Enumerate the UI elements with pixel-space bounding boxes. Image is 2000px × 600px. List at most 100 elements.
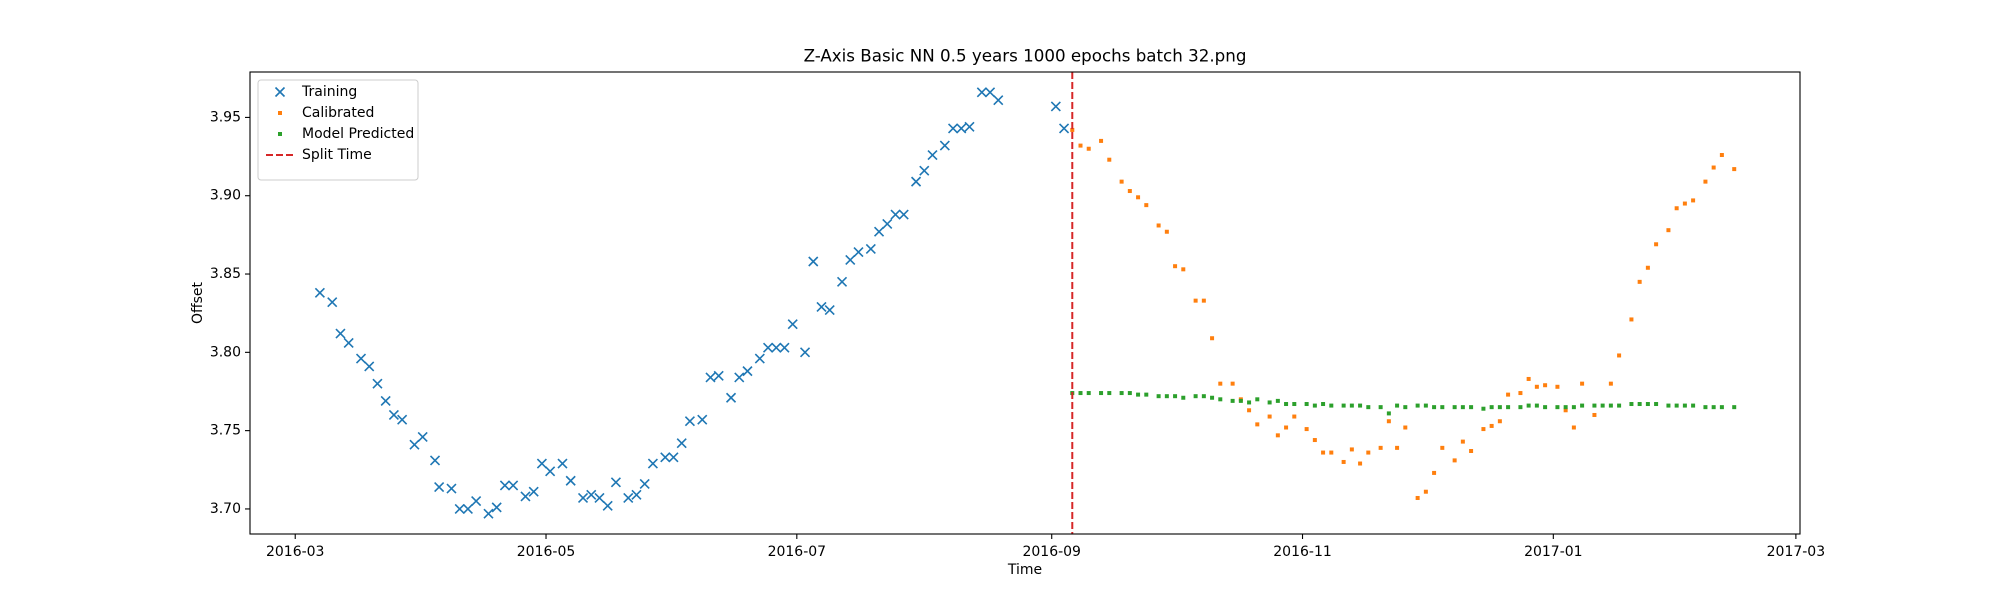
point-stroke (397, 414, 408, 425)
point (1452, 405, 1457, 410)
point-stroke (873, 226, 885, 237)
point (1534, 403, 1539, 408)
point (1674, 403, 1679, 408)
point-stroke (557, 458, 568, 469)
point-stroke (725, 392, 737, 403)
point (919, 165, 930, 176)
point (417, 431, 428, 442)
point (676, 438, 687, 449)
point (1506, 405, 1511, 410)
point-stroke (409, 439, 420, 450)
point (397, 414, 408, 425)
point (1099, 138, 1104, 143)
point (1070, 127, 1075, 132)
point-stroke (697, 414, 708, 425)
point (1144, 392, 1149, 397)
point (1497, 419, 1502, 424)
point (639, 478, 650, 489)
point-stroke (865, 243, 876, 255)
point (1592, 403, 1597, 408)
point (1629, 317, 1634, 322)
point (1732, 167, 1737, 172)
point-stroke (327, 297, 338, 308)
point (1440, 445, 1445, 450)
point (545, 466, 556, 477)
point (343, 337, 354, 349)
point (890, 209, 901, 220)
point (865, 243, 876, 255)
point (380, 395, 391, 406)
point (1312, 403, 1317, 408)
point (1571, 425, 1576, 430)
point-stroke (964, 121, 975, 132)
point-stroke (536, 458, 547, 469)
point (742, 366, 753, 377)
point-stroke (586, 489, 597, 500)
point-stroke (508, 480, 519, 491)
point-stroke (491, 502, 502, 513)
point-stroke (565, 475, 576, 486)
point (1386, 419, 1391, 424)
point (898, 209, 909, 220)
point (1506, 392, 1511, 397)
point (1247, 408, 1252, 413)
point-stroke (910, 176, 922, 187)
point (355, 353, 367, 364)
point (1284, 402, 1289, 407)
point-stroke (660, 452, 671, 463)
point (808, 256, 819, 267)
point (1119, 391, 1124, 396)
point (1637, 402, 1642, 407)
point-stroke (639, 478, 650, 489)
point-stroke (314, 287, 325, 298)
point (1469, 448, 1474, 453)
point (1617, 403, 1622, 408)
point (1645, 402, 1650, 407)
point (1555, 384, 1560, 389)
point (372, 378, 383, 389)
point (734, 372, 745, 383)
point (1366, 450, 1371, 455)
point (1358, 461, 1363, 466)
point (927, 149, 938, 161)
point (1164, 394, 1169, 399)
point-stroke (471, 496, 482, 507)
point (491, 502, 502, 513)
legend-label: Model Predicted (302, 126, 414, 142)
point-stroke (454, 503, 465, 515)
point-stroke (890, 209, 901, 220)
legend-label: Calibrated (302, 105, 374, 121)
point (1341, 403, 1346, 408)
x-tick-label: 2016-03 (266, 544, 325, 560)
point-stroke (816, 301, 827, 312)
point (964, 121, 975, 132)
y-axis-label: Offset (190, 281, 206, 324)
point (882, 218, 893, 229)
point (1366, 405, 1371, 410)
point (1201, 298, 1206, 303)
point (1703, 405, 1708, 410)
point (434, 481, 445, 493)
legend-box (257, 79, 419, 181)
point (1119, 179, 1124, 184)
point-stroke (434, 481, 445, 493)
point (1489, 405, 1494, 410)
point (528, 486, 539, 497)
x-tick-label: 2016-09 (1022, 544, 1081, 560)
point (1526, 376, 1531, 381)
point (1682, 201, 1687, 206)
legend-label: Training (301, 84, 357, 100)
point (1526, 403, 1531, 408)
point (586, 489, 597, 500)
point-stroke (713, 370, 724, 381)
point (754, 353, 765, 364)
point (1592, 412, 1597, 417)
point-stroke (1050, 101, 1061, 112)
point (1144, 203, 1149, 208)
y-tick-label: 3.95 (210, 109, 241, 125)
point (1711, 165, 1716, 170)
point-stroke (1058, 123, 1070, 134)
point (1181, 395, 1186, 400)
point-stroke (602, 500, 613, 511)
point (1107, 157, 1112, 162)
